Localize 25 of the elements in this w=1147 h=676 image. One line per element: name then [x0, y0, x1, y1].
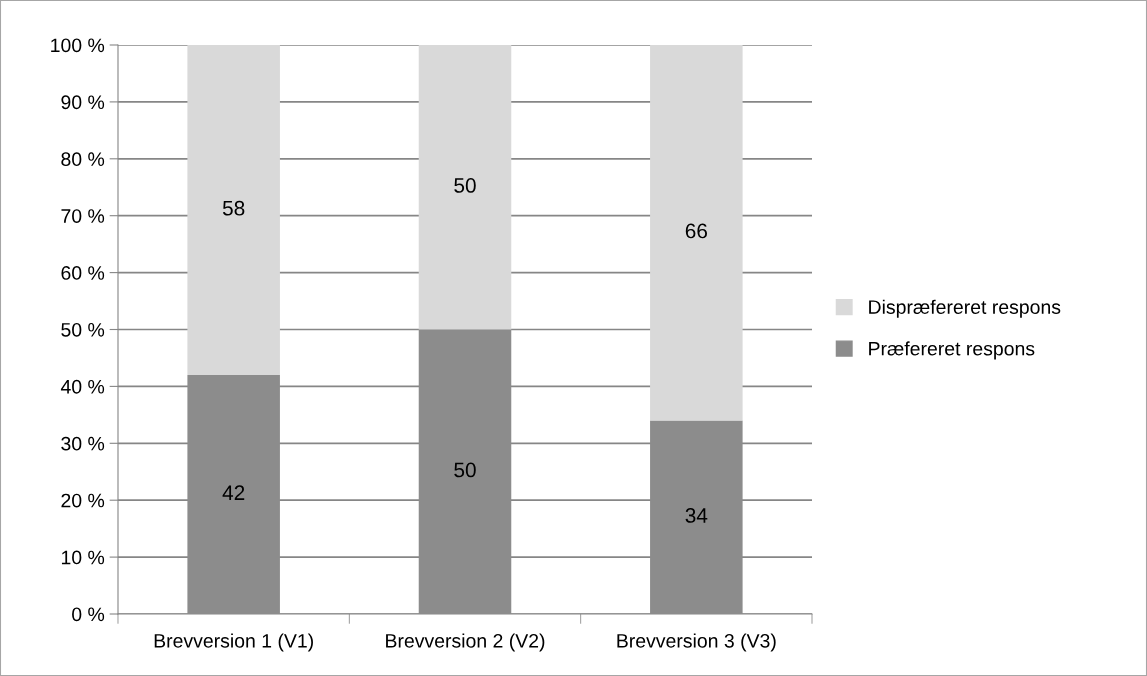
data-label: 58: [222, 200, 245, 216]
legend-label: Præfereret respons: [869, 341, 1035, 360]
x-tick-label: Brevversion 2 (V2): [386, 633, 545, 652]
y-tick-label: 50 %: [61, 322, 105, 337]
bar: [187, 45, 280, 376]
data-label: 42: [222, 485, 245, 500]
data-label: 50: [454, 178, 476, 193]
y-tick-label: 30 %: [61, 436, 105, 451]
legend-label: Dispræfereret respons: [869, 299, 1061, 318]
y-tick-label: 40 %: [60, 379, 105, 394]
data-label: 50: [454, 462, 476, 478]
y-tick-label: 80 %: [61, 152, 105, 167]
y-tick-label: 20 %: [61, 493, 105, 508]
y-tick-label: 90 %: [61, 95, 105, 110]
bar: [418, 45, 512, 330]
x-tick-label: Brevversion 1 (V1): [154, 633, 313, 652]
x-tick-label: Brevversion 3 (V3): [617, 633, 776, 652]
y-tick-label: 10 %: [61, 550, 105, 565]
y-tick-label: 100 %: [51, 38, 105, 53]
bar: [650, 45, 743, 421]
data-label: 34: [685, 508, 708, 523]
y-tick-label: 70 %: [61, 209, 105, 223]
y-tick-label: 0 %: [72, 607, 105, 622]
y-tick-label: 60 %: [61, 266, 105, 280]
data-label: 66: [685, 223, 708, 239]
